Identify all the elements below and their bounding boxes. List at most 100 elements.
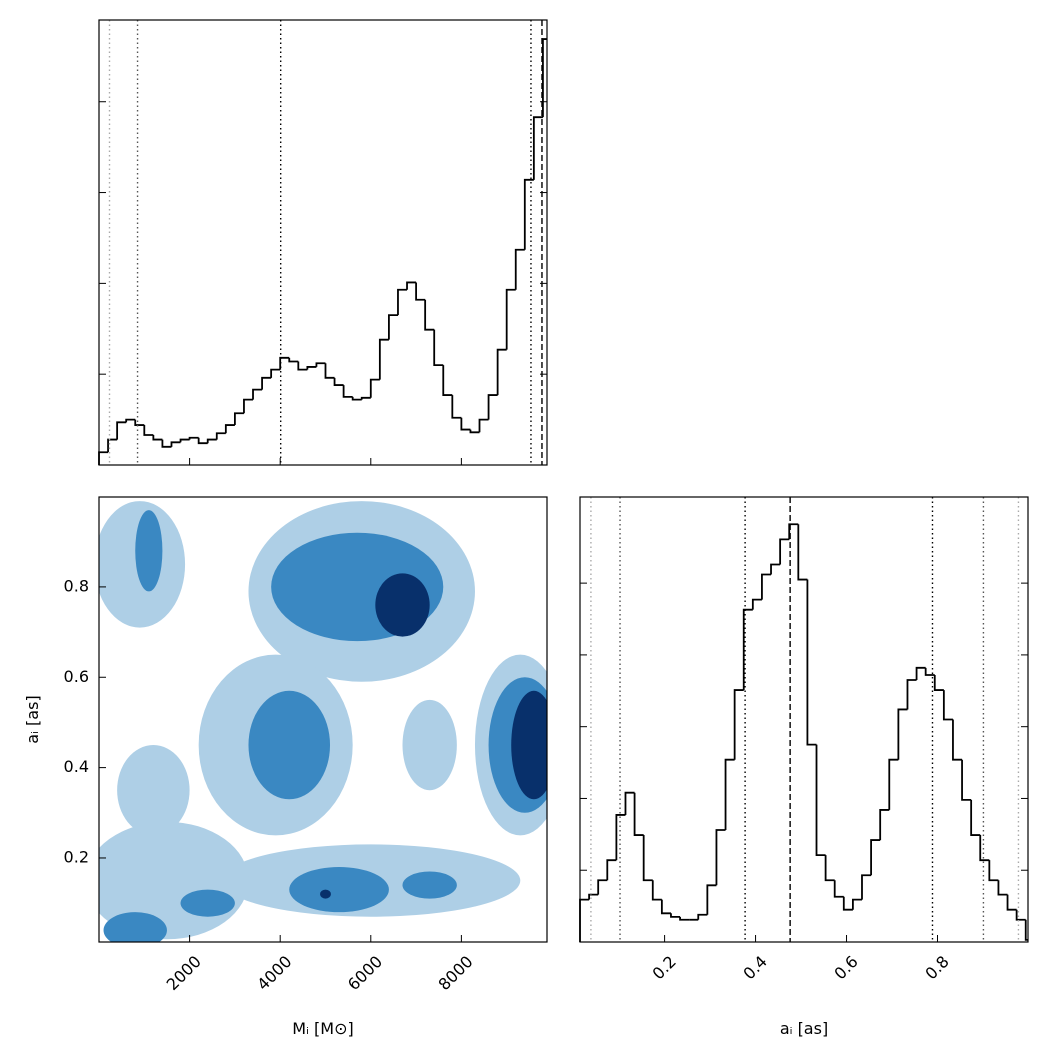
histogram-step (442, 365, 453, 396)
histogram-step (206, 438, 217, 444)
y-axis-label: aᵢ [as] (23, 695, 42, 743)
contour-region (402, 871, 457, 899)
contour-fill (99, 501, 547, 942)
histogram-step (797, 524, 808, 581)
histogram-step (761, 573, 772, 600)
histogram-step (697, 913, 708, 920)
histogram-step (915, 666, 926, 681)
histogram-step (942, 690, 953, 721)
x-axis-label: Mᵢ [M⊙] (292, 1019, 353, 1038)
contour-region (248, 690, 331, 800)
histogram-step (624, 791, 635, 815)
histogram-step (514, 248, 525, 290)
histogram-step (505, 288, 516, 350)
histogram-step (615, 814, 626, 861)
histogram-step (107, 438, 118, 453)
histogram-step (788, 523, 799, 540)
histogram-step (997, 880, 1008, 896)
histogram-step (224, 424, 235, 434)
histogram-step (706, 884, 717, 915)
histogram-step (351, 396, 362, 401)
histogram-step (770, 563, 781, 575)
histogram-step (824, 855, 835, 882)
histogram-step (606, 859, 617, 881)
axes-frame (98, 496, 548, 943)
histogram-step (660, 899, 671, 915)
histogram-step (651, 880, 662, 901)
y-tick-label: 0.4 (64, 757, 89, 776)
histogram-step (487, 394, 498, 420)
contour-region (103, 912, 167, 942)
histogram-step (806, 579, 817, 746)
histogram-step (342, 385, 353, 398)
histogram-step (642, 835, 653, 882)
histogram-step (496, 348, 507, 396)
histogram-step (851, 898, 862, 910)
contour-region (289, 867, 389, 913)
histogram-step (715, 829, 726, 886)
histogram-step (779, 538, 790, 565)
histogram-step (1024, 919, 1028, 941)
histogram-step (360, 396, 371, 400)
histogram-step (906, 679, 917, 710)
histogram-step (733, 689, 744, 760)
histogram-step (161, 439, 172, 448)
histogram-step (397, 288, 408, 316)
histogram-step (179, 438, 190, 443)
histogram-step (751, 598, 762, 610)
histogram-step (188, 436, 199, 440)
histogram-step (988, 860, 999, 882)
histogram-step (861, 874, 872, 900)
histogram-step (324, 363, 335, 379)
histogram-step (451, 395, 462, 419)
histogram-step (815, 744, 826, 857)
axes-frame (98, 19, 548, 466)
histogram-step (679, 916, 690, 921)
histogram-step (315, 362, 326, 367)
histogram-step (724, 758, 735, 831)
histogram-step (415, 282, 426, 301)
histogram-step (233, 412, 244, 426)
histogram-step (924, 667, 935, 676)
histogram-step (460, 417, 471, 431)
histogram-step (961, 759, 972, 801)
histogram-step (306, 366, 317, 370)
histogram-step (670, 913, 681, 918)
histogram-step (833, 880, 844, 898)
histogram-step (897, 708, 908, 760)
histogram-step (125, 418, 136, 423)
histogram-step (742, 608, 753, 691)
x-axis-label: aᵢ [as] (780, 1019, 828, 1038)
histogram-step (879, 809, 890, 841)
histogram-step (1015, 909, 1026, 921)
histogram-step (597, 879, 608, 895)
contour-region (135, 510, 163, 592)
histogram-step (523, 178, 534, 250)
histogram-step (297, 361, 308, 371)
histogram-step (588, 893, 599, 900)
histogram-step (532, 116, 543, 180)
histogram-step (406, 281, 417, 290)
histogram-step (388, 314, 398, 340)
histogram-step (261, 376, 272, 390)
histogram-step (243, 398, 254, 414)
axes-frame (579, 496, 1029, 943)
histogram-step (979, 835, 990, 862)
histogram-step (333, 377, 344, 386)
contour-region (402, 699, 457, 791)
y-tick-label: 0.6 (64, 667, 89, 686)
contour-region (320, 889, 331, 899)
histogram-step (633, 792, 644, 836)
y-tick-label: 0.8 (64, 576, 89, 595)
histogram-step (952, 719, 963, 761)
histogram-step (152, 435, 163, 441)
histogram-step (170, 441, 181, 447)
histogram-step (842, 896, 853, 911)
contour-region (375, 573, 430, 637)
y-tick-label: 0.2 (64, 847, 89, 866)
histogram-step (970, 799, 981, 836)
histogram-step (870, 839, 881, 876)
histogram-step (134, 419, 145, 426)
histogram-step (378, 338, 389, 380)
